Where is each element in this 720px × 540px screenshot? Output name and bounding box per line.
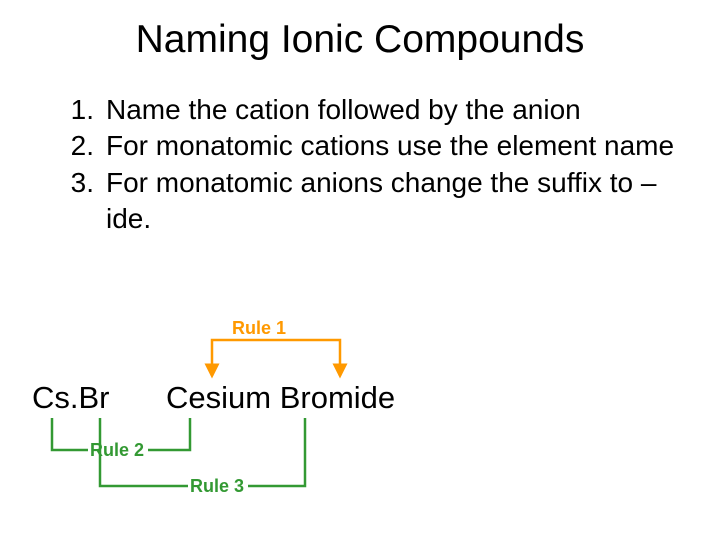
rule3-label: Rule 3 <box>190 476 244 497</box>
rule-number: 3. <box>60 165 106 238</box>
rule-item: 3. For monatomic anions change the suffi… <box>60 165 680 238</box>
name-space <box>271 380 280 415</box>
diagram-arrows <box>0 318 720 518</box>
rule-number: 1. <box>60 92 106 128</box>
slide: Naming Ionic Compounds 1. Name the catio… <box>0 0 720 540</box>
rule-text: For monatomic cations use the element na… <box>106 128 680 164</box>
compound-name: Cesium Bromide <box>166 380 395 416</box>
rule-text: For monatomic anions change the suffix t… <box>106 165 680 238</box>
rule-item: 2. For monatomic cations use the element… <box>60 128 680 164</box>
example-diagram: Rule 1 Cs.Br Cesium Bromide Rule 2 Rule … <box>0 318 720 518</box>
formula-cation: Cs. <box>32 380 79 415</box>
name-cation: Cesium <box>166 380 271 415</box>
rule-item: 1. Name the cation followed by the anion <box>60 92 680 128</box>
rule1-label: Rule 1 <box>232 318 286 339</box>
rules-list: 1. Name the cation followed by the anion… <box>40 92 680 238</box>
formula-anion: Br <box>79 380 110 415</box>
rule2-label: Rule 2 <box>90 440 144 461</box>
name-anion: Bromide <box>280 380 395 415</box>
slide-title: Naming Ionic Compounds <box>40 18 680 62</box>
rule-text: Name the cation followed by the anion <box>106 92 680 128</box>
chemical-formula: Cs.Br <box>32 380 110 416</box>
rule-number: 2. <box>60 128 106 164</box>
